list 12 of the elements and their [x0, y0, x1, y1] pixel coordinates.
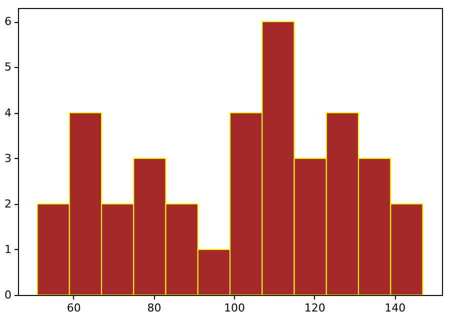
y-tick-label: 5 — [4, 60, 12, 74]
x-tick-label: 100 — [224, 302, 246, 314]
y-tick-label: 0 — [4, 288, 12, 302]
y-tick-label: 4 — [4, 106, 12, 120]
x-tick-label: 120 — [304, 302, 326, 314]
y-tick-label: 1 — [4, 242, 12, 256]
y-tick-label: 3 — [4, 152, 12, 165]
y-tick-label: 2 — [4, 197, 12, 210]
y-tick-label: 6 — [4, 15, 12, 28]
x-tick-label: 140 — [384, 302, 406, 314]
x-tick-label: 80 — [147, 302, 162, 314]
x-tick-label: 60 — [66, 302, 81, 314]
